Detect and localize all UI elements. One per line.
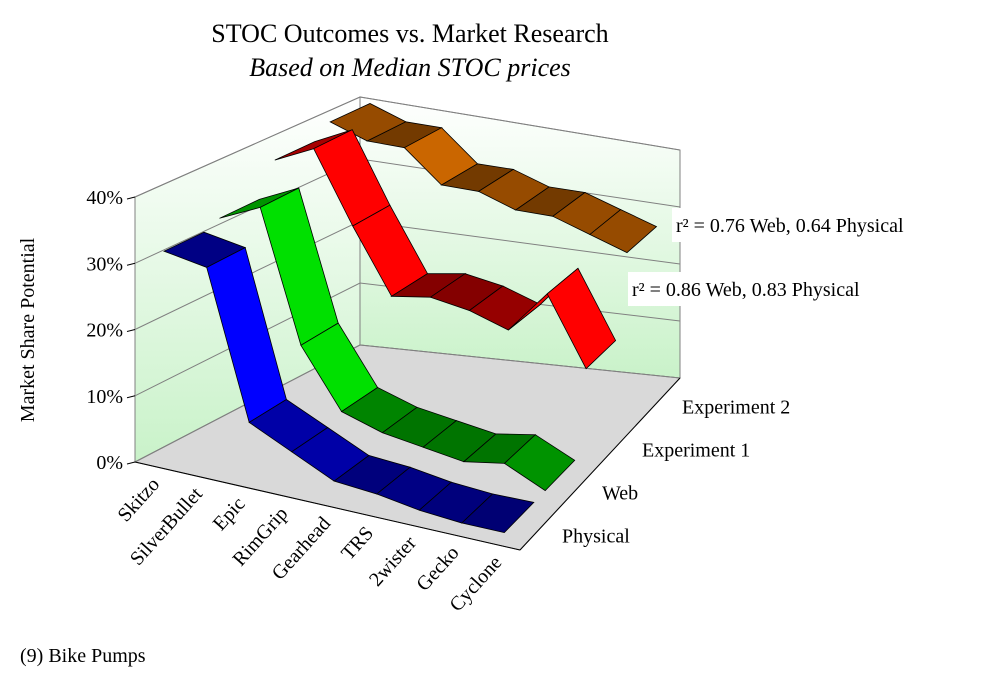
ribbon-segment: [546, 267, 617, 370]
series-label: Web: [602, 483, 638, 505]
x-tick-label: TRS: [337, 522, 378, 564]
depth-axis: [519, 377, 681, 551]
ribbon-segment: [589, 209, 658, 254]
x-tick-label: Gecko: [412, 542, 463, 596]
chart-subtitle: Based on Median STOC prices: [249, 53, 571, 82]
series-label: Experiment 2: [682, 397, 790, 419]
x-tick-label: Epic: [209, 493, 250, 535]
chart-title: STOC Outcomes vs. Market Research: [211, 19, 608, 48]
grid-line: [134, 96, 681, 198]
y-axis-label: Market Share Potential: [17, 237, 39, 422]
y-tick: [126, 329, 136, 332]
ribbon-segment: [460, 493, 535, 534]
annotation-box: [628, 272, 940, 306]
y-tick-label: 10%: [86, 386, 123, 408]
y-tick-label: 40%: [86, 187, 123, 209]
y-tick-label: 20%: [86, 320, 123, 342]
annotation: r² = 0.86 Web, 0.83 Physical: [632, 279, 860, 301]
y-tick: [126, 262, 136, 266]
y-tick: [126, 461, 136, 465]
y-tick-label: 30%: [86, 253, 123, 275]
ribbon-segment: [503, 434, 576, 492]
annotation-box: [672, 208, 984, 242]
x-axis: [134, 461, 521, 551]
x-tick-label: Skitzo: [114, 474, 165, 527]
annotation: r² = 0.76 Web, 0.64 Physical: [676, 215, 904, 237]
y-tick-label: 0%: [96, 452, 123, 474]
y-tick: [126, 395, 136, 399]
series-label: Experiment 1: [642, 440, 750, 462]
footnote: (9) Bike Pumps: [20, 645, 146, 667]
grid-line: [134, 344, 681, 463]
y-tick: [126, 196, 136, 200]
series-label: Physical: [562, 526, 630, 548]
